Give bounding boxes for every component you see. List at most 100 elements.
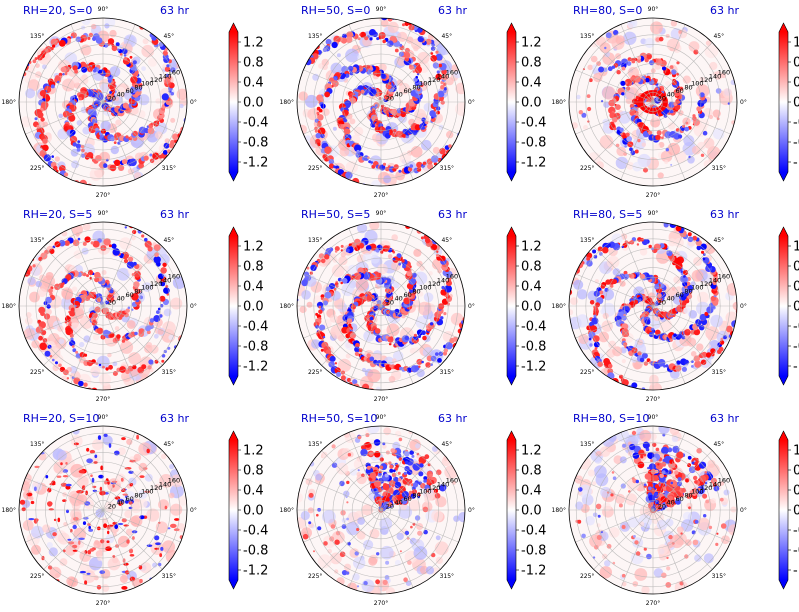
radial-tick-label: 80 bbox=[412, 491, 420, 499]
colorbar-tick-label: 0.4 bbox=[521, 76, 542, 91]
angular-gridline bbox=[380, 509, 414, 588]
angular-gridline bbox=[380, 305, 459, 339]
radial-tick-label: 40 bbox=[395, 91, 403, 99]
angle-tick-label: 180° bbox=[2, 507, 16, 514]
angle-tick-label: 315° bbox=[712, 165, 726, 172]
colorbar-extend-min bbox=[779, 376, 788, 385]
angular-gridline bbox=[652, 477, 731, 511]
angle-tick-label: 135° bbox=[30, 237, 44, 244]
colorbar-tick-label: 0.4 bbox=[243, 484, 264, 499]
colorbar-tick-label: -0.8 bbox=[521, 340, 546, 355]
radial-tick-label: 120 bbox=[150, 76, 162, 84]
radial-tick-label: 100 bbox=[691, 284, 703, 292]
angular-gridline bbox=[70, 509, 104, 588]
radial-tick-label: 160 bbox=[168, 273, 180, 281]
angular-gridline bbox=[102, 305, 163, 366]
angular-gridline bbox=[348, 24, 382, 103]
panel-title: RH=80, S=10 bbox=[573, 412, 649, 425]
angular-gridline bbox=[652, 228, 686, 307]
angle-tick-label: 90° bbox=[98, 210, 109, 217]
angle-tick-label: 315° bbox=[440, 369, 454, 376]
angle-tick-label: 180° bbox=[552, 99, 566, 106]
radial-tick-label: 120 bbox=[700, 76, 712, 84]
colorbar-tick-label: -0.4 bbox=[793, 320, 799, 335]
panel-grid: 20 40 60 801001201401600°45°90°135°180°225°… bbox=[2, 4, 799, 607]
angle-tick-label: 315° bbox=[440, 165, 454, 172]
panel-time-label: 63 hr bbox=[710, 412, 739, 425]
panel-title: RH=50, S=5 bbox=[301, 208, 370, 221]
radial-tick-label: 60 bbox=[675, 87, 683, 95]
radial-tick-label: 140 bbox=[159, 72, 171, 80]
angle-tick-label: 135° bbox=[308, 441, 322, 448]
panel-time-label: 63 hr bbox=[710, 4, 739, 17]
field-pattern bbox=[569, 222, 737, 390]
polar-axes-frame bbox=[568, 221, 738, 391]
colorbar-tick-label: -1.2 bbox=[243, 360, 268, 375]
angular-gridline bbox=[70, 432, 104, 511]
angle-tick-label: 45° bbox=[163, 441, 174, 448]
colorbar-tick-label: -0.4 bbox=[243, 524, 268, 539]
polar-axes-frame bbox=[568, 17, 738, 187]
angle-tick-label: 0° bbox=[740, 99, 747, 106]
angular-gridline bbox=[620, 24, 654, 103]
angular-gridline bbox=[380, 273, 459, 307]
angular-gridline bbox=[575, 101, 654, 135]
angular-gridline bbox=[380, 228, 414, 307]
colorbar-tick-label: 0.8 bbox=[521, 260, 542, 275]
angle-tick-label: 225° bbox=[308, 165, 322, 172]
angular-gridline bbox=[620, 101, 654, 180]
angular-gridline bbox=[303, 305, 382, 339]
colorbar-tick-label: 0.8 bbox=[793, 260, 799, 275]
radial-tick-label: 120 bbox=[700, 280, 712, 288]
colorbar-tick-label: 1.2 bbox=[243, 36, 264, 51]
colorbar-extend-max bbox=[779, 227, 788, 236]
angle-tick-label: 135° bbox=[30, 441, 44, 448]
angular-gridline bbox=[380, 246, 441, 307]
radial-tick-label: 20 bbox=[108, 502, 116, 510]
radial-tick-label: 80 bbox=[412, 287, 420, 295]
radial-tick-label: 20 bbox=[108, 298, 116, 306]
angular-gridline bbox=[380, 24, 414, 103]
angle-tick-label: 315° bbox=[440, 573, 454, 580]
angle-tick-label: 180° bbox=[280, 303, 294, 310]
angular-gridline bbox=[43, 450, 104, 511]
angular-gridline bbox=[380, 477, 459, 511]
angle-tick-label: 0° bbox=[468, 507, 475, 514]
radial-tick-label: 140 bbox=[709, 72, 721, 80]
angular-gridline bbox=[102, 305, 136, 384]
radial-tick-label: 140 bbox=[159, 276, 171, 284]
angle-tick-label: 135° bbox=[580, 237, 594, 244]
angular-gridline bbox=[593, 305, 654, 366]
angular-gridline bbox=[652, 509, 713, 570]
angle-tick-label: 0° bbox=[468, 99, 475, 106]
colorbar-tick-label: 1.2 bbox=[793, 36, 799, 51]
angle-tick-label: 180° bbox=[552, 303, 566, 310]
colorbar-tick-label: -0.8 bbox=[793, 544, 799, 559]
angle-tick-label: 0° bbox=[468, 303, 475, 310]
angle-tick-label: 315° bbox=[162, 573, 176, 580]
angular-gridline bbox=[70, 24, 104, 103]
angle-tick-label: 315° bbox=[162, 369, 176, 376]
radial-tick-label: 80 bbox=[412, 83, 420, 91]
angular-gridline bbox=[303, 509, 382, 543]
angle-tick-label: 45° bbox=[441, 237, 452, 244]
radial-tick-label: 60 bbox=[125, 291, 133, 299]
radial-tick-label: 40 bbox=[395, 295, 403, 303]
colorbar-outline bbox=[506, 226, 517, 386]
angular-gridline bbox=[652, 24, 686, 103]
colorbar-tick-label: 1.2 bbox=[793, 240, 799, 255]
colorbar-gradient bbox=[779, 440, 788, 580]
angular-gridline bbox=[652, 305, 713, 366]
angular-gridline bbox=[593, 42, 654, 103]
colorbar-tick-label: -0.8 bbox=[243, 544, 268, 559]
colorbar-outline bbox=[228, 22, 239, 182]
angular-gridline bbox=[652, 509, 686, 588]
angle-tick-label: 0° bbox=[190, 507, 197, 514]
colorbar-tick-label: 0.0 bbox=[793, 504, 799, 519]
angle-tick-label: 225° bbox=[30, 573, 44, 580]
colorbar-outline bbox=[506, 22, 517, 182]
angle-tick-label: 270° bbox=[374, 396, 388, 403]
